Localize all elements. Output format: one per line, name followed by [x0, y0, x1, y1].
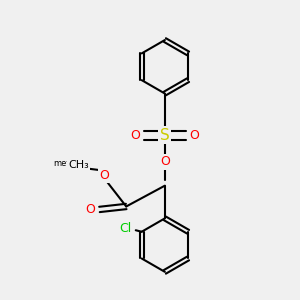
Text: Cl: Cl: [119, 222, 131, 235]
Text: O: O: [99, 169, 109, 182]
Text: S: S: [160, 128, 170, 142]
Text: O: O: [190, 129, 200, 142]
Text: O: O: [160, 155, 170, 168]
Text: CH₃: CH₃: [68, 160, 89, 170]
Text: O: O: [130, 129, 140, 142]
Text: methyl: methyl: [54, 159, 83, 168]
Text: O: O: [85, 203, 95, 216]
